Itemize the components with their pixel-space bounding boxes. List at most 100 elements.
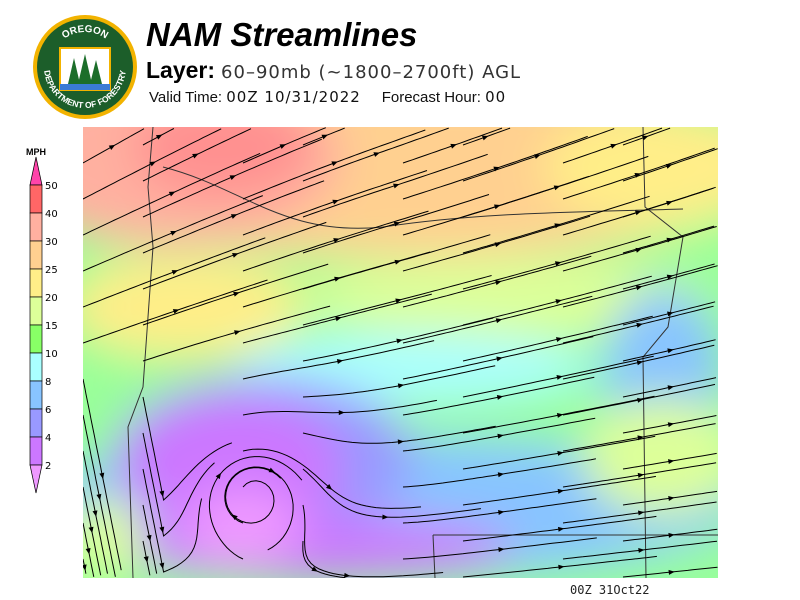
streamline-arrow — [344, 572, 351, 578]
streamline-arrow — [215, 472, 222, 480]
streamline-arrow — [497, 433, 504, 439]
streamline-arrow — [556, 375, 563, 380]
streamline-arrow — [534, 154, 541, 159]
streamline-arrow — [393, 221, 401, 227]
streamline-arrow — [395, 298, 402, 304]
svg-text:OREGON: OREGON — [60, 24, 110, 41]
streamline-arrow — [311, 566, 318, 572]
streamline-arrow — [635, 285, 643, 291]
streamline-arrow — [481, 135, 489, 141]
wind-speed-legend: MPH 50 40 30 25 20 15 10 8 6 4 2 — [26, 147, 58, 494]
streamline-arrow — [496, 394, 504, 400]
legend-tick-label: 15 — [45, 321, 58, 332]
streamline-arrow — [635, 247, 642, 253]
streamline-arrow — [321, 134, 328, 140]
streamline-arrow — [638, 547, 645, 553]
valid-time-info: Valid Time: 00Z 10/31/2022 Forecast Hour… — [149, 88, 506, 106]
streamline-arrow — [159, 490, 165, 498]
streamline-arrow — [396, 338, 403, 344]
legend-unit: MPH — [26, 147, 46, 157]
streamline-arrow — [230, 214, 238, 219]
streamline-arrow — [494, 204, 501, 210]
streamline-arrow — [99, 472, 105, 480]
streamline-arrow — [382, 514, 389, 520]
streamline-arrow — [336, 359, 344, 364]
streamline-arrow — [335, 316, 342, 322]
streamline-arrow — [556, 412, 564, 418]
streamline-arrow — [326, 484, 333, 490]
streamline-arrow — [159, 562, 165, 570]
streamline-arrow — [667, 311, 674, 317]
streamline-arrow — [496, 356, 503, 362]
streamline-arrow — [149, 161, 156, 167]
layer-info: Layer: 60–90mb (~1800–2700ft) AGL — [146, 57, 521, 84]
streamline-arrow — [170, 230, 177, 236]
streamline-arrow — [168, 191, 176, 197]
streamline-arrow — [634, 172, 641, 178]
legend-band — [29, 436, 43, 466]
legend-arrow-bottom — [29, 464, 43, 494]
streamline-arrow — [450, 143, 457, 149]
legend-tick-label: 25 — [45, 265, 58, 276]
valid-time-value: 00Z 10/31/2022 — [226, 88, 361, 106]
page-title: NAM Streamlines — [146, 16, 418, 53]
map-canvas — [83, 127, 718, 578]
layer-value: 60–90mb (~1800–2700ft) AGL — [221, 62, 522, 83]
streamline-arrow — [557, 450, 564, 456]
streamline-arrow — [146, 534, 152, 542]
streamline-arrow — [495, 280, 502, 286]
streamline-arrow — [83, 564, 87, 571]
streamline-arrow — [331, 161, 338, 167]
streamline-arrow — [557, 488, 564, 494]
streamline-arrow — [229, 175, 237, 181]
streamline-arrow — [495, 318, 503, 324]
state-borders — [127, 127, 718, 578]
streamline-arrow — [373, 152, 380, 157]
streamline-arrow — [231, 514, 238, 521]
streamline-arrow — [493, 166, 500, 172]
streamline-arrow — [668, 496, 675, 501]
legend-tick-label: 2 — [45, 461, 51, 472]
legend-band — [29, 184, 43, 214]
streamline-arrow — [192, 153, 199, 159]
idaho-border — [642, 127, 684, 578]
coastline — [127, 127, 154, 578]
streamline-arrow — [108, 144, 116, 150]
legend-band — [29, 240, 43, 270]
streamline-arrow — [334, 276, 341, 282]
streamline-arrow — [666, 274, 674, 280]
streamline-arrow — [667, 385, 674, 391]
streamline-arrow — [171, 270, 179, 275]
streamline-arrow — [393, 183, 400, 189]
streamline-map — [83, 127, 718, 578]
streamline-arrow — [92, 510, 98, 517]
legend-band — [29, 296, 43, 326]
streamline-arrow — [338, 410, 345, 416]
streamline-arrow — [637, 472, 645, 478]
streamline-arrow — [637, 510, 645, 516]
legend-tick-label: 30 — [45, 237, 58, 248]
streamline-arrow — [159, 526, 165, 534]
streamline-arrow — [96, 493, 102, 501]
streamline-arrow — [234, 330, 241, 336]
legend-band — [29, 408, 43, 438]
streamline-arrow — [668, 569, 675, 575]
streamline-arrow — [555, 299, 562, 305]
forecast-hour-value: 00 — [485, 88, 507, 106]
streamline-arrow — [397, 439, 404, 445]
legend-tick-label: 20 — [45, 293, 58, 304]
legend-tick-label: 40 — [45, 209, 58, 220]
streamlines — [83, 127, 718, 578]
legend-tick-label: 6 — [45, 405, 51, 416]
streamline-arrow — [667, 459, 675, 465]
legend-band — [29, 324, 43, 354]
legend-arrow-top — [29, 156, 43, 186]
streamline-arrow — [333, 238, 340, 243]
streamline-arrow — [232, 253, 239, 258]
streamline-arrow — [668, 532, 675, 538]
columbia-river — [162, 166, 684, 229]
streamline-arrow — [636, 322, 643, 328]
streamline-arrow — [554, 261, 562, 267]
streamline-arrow — [498, 510, 505, 515]
forecast-hour-label: Forecast Hour: — [381, 89, 481, 106]
